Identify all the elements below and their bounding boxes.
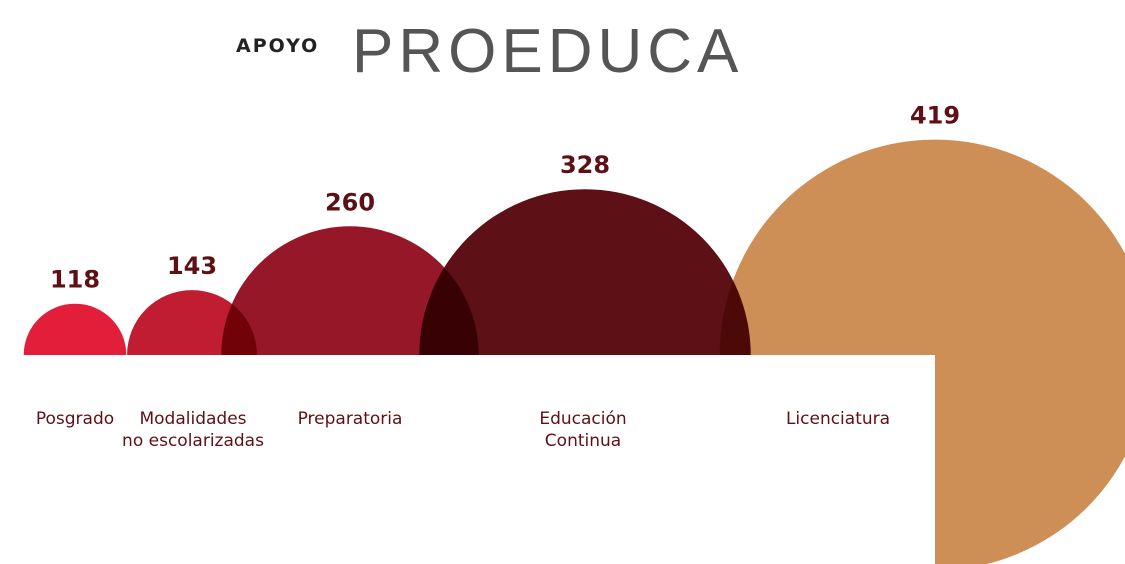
category-label: Licenciatura [786,409,890,429]
baseline-mask [0,355,935,564]
value-label: 419 [910,102,960,130]
value-label: 143 [167,252,217,280]
title-lead: APOYO [236,35,319,57]
category-label: Posgrado [36,409,114,429]
value-label: 118 [50,266,100,294]
labels: 118 Posgrado 143 Modalidades no escolarizada… [36,102,960,451]
category-label: Preparatoria [298,409,403,429]
chart-title: PROEDUCA [352,17,743,86]
category-label: Modalidades no escolarizadas [122,409,264,451]
category-label: Educación Continua [539,409,626,451]
value-label: 260 [325,188,375,216]
value-label: 328 [560,151,610,179]
